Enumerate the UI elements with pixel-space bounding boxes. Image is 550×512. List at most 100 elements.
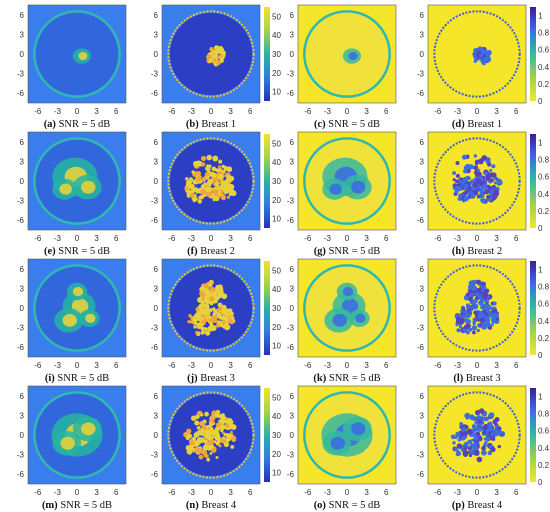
colorbar-tick-label: 40	[272, 31, 281, 40]
x-tick-label: -6	[34, 361, 42, 370]
skin-ring	[303, 391, 391, 479]
tissue-mark	[218, 167, 223, 173]
x-tick-label: 0	[75, 361, 80, 370]
tissue-mark	[479, 53, 483, 58]
colorbar	[530, 134, 536, 228]
tissue-mark	[209, 296, 215, 302]
tissue-mark	[341, 298, 359, 314]
tissue-mark	[467, 446, 472, 451]
tissue-mark	[478, 408, 485, 414]
x-tick-label: -6	[434, 488, 442, 497]
tissue-mark	[472, 317, 477, 322]
x-tick-label: 0	[475, 361, 480, 370]
tissue-mark	[204, 294, 211, 301]
caption-text: SNR = 5 dB	[58, 246, 110, 257]
tissue-mark	[492, 301, 497, 306]
y-tick-label: -6	[417, 343, 425, 352]
x-tick-label: 3	[228, 234, 233, 243]
tissue-mark	[209, 280, 213, 284]
tissue-mark	[221, 293, 228, 300]
x-tick-label: 0	[209, 234, 214, 243]
axes-frame	[297, 4, 397, 104]
tissue-mark	[473, 154, 478, 158]
y-tick-label: -6	[17, 343, 25, 352]
tissue-mark	[211, 172, 217, 178]
y-tick-label: -3	[417, 197, 425, 206]
tissue-mark	[477, 419, 482, 424]
y-tick-label: 0	[290, 304, 295, 313]
tissue-mark	[186, 428, 192, 434]
axes-frame	[427, 258, 527, 358]
tissue-mark	[464, 163, 471, 170]
tissue-mark	[489, 168, 493, 172]
x-tick-label: 0	[75, 488, 80, 497]
caption-text: Breast 4	[201, 500, 237, 511]
tissue-mark	[217, 302, 223, 308]
colorbar-tick-label: 10	[272, 88, 281, 97]
panel-caption: (j) Breast 3	[138, 373, 284, 384]
tissue-mark	[452, 441, 456, 445]
tissue-mark	[206, 154, 213, 161]
tissue-mark	[494, 416, 500, 422]
x-tick-label: 3	[228, 107, 233, 116]
y-tick-label: 3	[20, 411, 25, 420]
x-tick-label: 3	[364, 107, 369, 116]
tissue-mark	[485, 177, 490, 182]
x-tick-label: 3	[364, 234, 369, 243]
tissue-mark	[223, 441, 230, 448]
tissue-mark	[196, 426, 201, 430]
tissue-mark	[217, 165, 221, 169]
y-tick-label: -3	[17, 324, 25, 333]
y-tick-label: 6	[20, 11, 25, 20]
tissue-mark	[200, 162, 206, 167]
skin-ring	[433, 137, 521, 225]
tissue-mark	[217, 312, 222, 317]
x-tick-label: 3	[364, 361, 369, 370]
y-tick-label: 6	[420, 11, 425, 20]
skin-ring	[33, 137, 121, 225]
tissue-mark	[490, 316, 497, 323]
tissue-mark	[71, 298, 89, 314]
caption-text: SNR = 5 dB	[58, 119, 111, 130]
tissue-mark	[463, 442, 468, 447]
x-tick-label: -6	[168, 488, 176, 497]
y-tick-label: -3	[151, 451, 159, 460]
tissue-mark	[491, 425, 495, 429]
tissue-mark	[214, 412, 220, 418]
tissue-mark	[453, 447, 458, 452]
panel-e: -6 -3 0 3 6 6 3 0 -3 -6 (e) SNR = 5 dB	[4, 131, 144, 258]
x-tick-label: -3	[454, 107, 462, 116]
colorbar-tick-label: 40	[272, 412, 281, 421]
tissue-mark	[214, 182, 219, 187]
tissue-mark	[463, 195, 470, 202]
panel-caption: (e) SNR = 5 dB	[4, 246, 150, 257]
y-tick-label: 3	[420, 30, 425, 39]
tissue-mark	[490, 323, 494, 327]
x-tick-label: 3	[494, 361, 499, 370]
panel-caption: (f) Breast 2	[138, 246, 284, 257]
tissue-mark	[208, 283, 213, 288]
tissue-mark	[184, 186, 189, 191]
caption-text: Breast 1	[467, 119, 503, 130]
tissue-mark	[212, 317, 218, 324]
y-tick-label: 0	[154, 431, 159, 440]
tissue-mark	[206, 191, 212, 198]
caption-letter: (n)	[185, 500, 199, 511]
caption-text: SNR = 5 dB	[60, 500, 113, 511]
tissue-mark	[228, 422, 233, 427]
y-tick-label: 6	[154, 138, 159, 147]
tissue-mark	[472, 285, 478, 291]
tissue-mark	[188, 314, 192, 318]
caption-text: SNR = 5 dB	[328, 373, 381, 384]
heatmap-plot: -6 -3 0 3 6 6 3 0 -3 -6	[17, 385, 127, 497]
x-tick-label: -6	[304, 107, 312, 116]
tissue-mark	[488, 431, 492, 435]
tissue-mark	[477, 158, 484, 165]
colorbar-tick-label: 1	[538, 139, 543, 148]
x-tick-label: 0	[75, 107, 80, 116]
x-tick-label: -3	[54, 107, 62, 116]
y-tick-label: 3	[20, 30, 25, 39]
panel-caption: (h) Breast 2	[404, 246, 550, 257]
colorbar-tick-label: 20	[272, 69, 281, 78]
tissue-mark	[221, 193, 226, 198]
